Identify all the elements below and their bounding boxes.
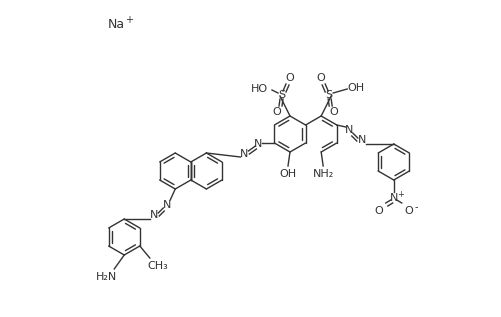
Text: +: + (125, 15, 133, 25)
Text: +: + (396, 190, 403, 198)
Text: S: S (325, 90, 332, 100)
Text: O: O (329, 107, 338, 117)
Text: N: N (163, 200, 171, 210)
Text: H₂N: H₂N (95, 272, 117, 282)
Text: OH: OH (347, 83, 364, 93)
Text: NH₂: NH₂ (312, 169, 333, 179)
Text: O: O (272, 107, 281, 117)
Text: N: N (254, 139, 262, 149)
Text: S: S (278, 90, 285, 100)
Text: OH: OH (279, 169, 296, 179)
Text: N: N (150, 210, 158, 220)
Text: N: N (240, 149, 248, 159)
Text: Na: Na (108, 17, 125, 30)
Text: -: - (414, 202, 418, 212)
Text: O: O (316, 73, 325, 83)
Text: O: O (404, 206, 412, 216)
Text: CH₃: CH₃ (147, 261, 168, 271)
Text: O: O (374, 206, 382, 216)
Text: O: O (285, 73, 294, 83)
Text: N: N (344, 125, 352, 135)
Text: N: N (389, 193, 397, 203)
Text: HO: HO (250, 84, 267, 94)
Text: N: N (357, 135, 365, 145)
